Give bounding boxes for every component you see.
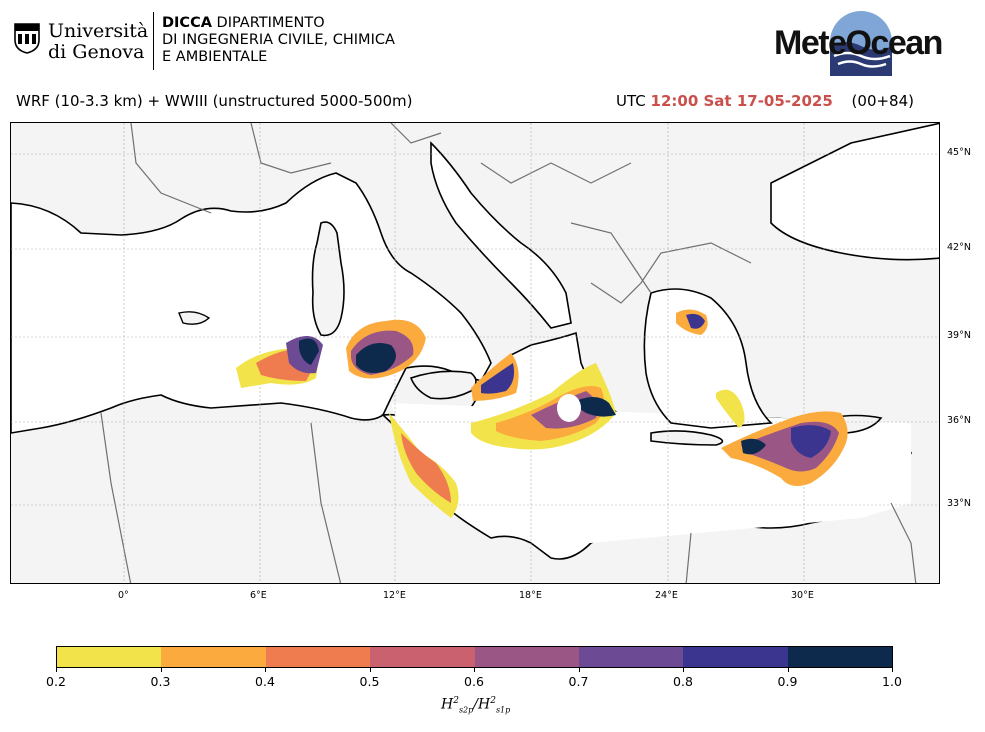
utc-prefix: UTC <box>616 92 646 110</box>
department-name: DICCA DIPARTIMENTO DI INGEGNERIA CIVILE,… <box>162 15 395 66</box>
lon-label: 12°E <box>383 590 406 601</box>
meteocean-globe-icon <box>830 11 892 76</box>
colorbar-swatch <box>474 647 579 667</box>
map-panel <box>10 122 940 584</box>
colorbar-swatch <box>683 647 788 667</box>
country-borders <box>100 123 917 583</box>
lon-label: 24°E <box>655 590 678 601</box>
colorbar-swatch <box>161 647 266 667</box>
university-name-line2: di Genova <box>48 41 145 63</box>
sea-adriatic <box>430 141 572 329</box>
lat-label: 33°N <box>947 498 971 509</box>
colorbar-tick-label: 0.7 <box>568 674 589 689</box>
lon-label: 30°E <box>791 590 814 601</box>
colorbar-tick-label: 0.5 <box>359 674 380 689</box>
island-sicily <box>409 370 477 400</box>
brand-name: MeteOcean <box>774 24 943 62</box>
colorbar <box>56 646 893 668</box>
colorbar-tick-mark <box>787 668 789 672</box>
colorbar-swatch <box>578 647 684 667</box>
colorbar-tick-mark <box>474 668 475 672</box>
mediterranean-map <box>11 123 939 583</box>
island-crete <box>650 430 724 446</box>
colorbar-tick-mark <box>369 668 371 672</box>
wave-ratio-field <box>236 309 848 518</box>
colorbar-tick-mark <box>578 668 580 672</box>
colorbar-tick-label: 0.2 <box>46 674 66 689</box>
colorbar-label: H2s2p/H2s1p <box>441 696 510 714</box>
colorbar-swatch <box>57 647 162 667</box>
colorbar-swatch <box>370 647 475 667</box>
university-name-line1: Università <box>48 20 149 42</box>
department-acronym: DICCA <box>162 15 212 31</box>
label-sep: /H <box>473 696 491 713</box>
university-crest-icon <box>14 23 40 54</box>
colorbar-tick-mark <box>892 668 893 672</box>
colorbar-tick-mark <box>56 668 57 672</box>
colorbar-tick-label: 0.9 <box>777 674 798 689</box>
lat-label: 45°N <box>947 147 971 158</box>
colorbar-tick-label: 0.6 <box>464 674 484 689</box>
graticule <box>11 123 939 583</box>
colorbar-swatch <box>265 647 371 667</box>
university-logo: Università di Genova <box>14 12 150 70</box>
colorbar-tick-label: 0.4 <box>255 674 275 689</box>
colorbar-tick-label: 1.0 <box>882 674 902 689</box>
meteocean-logo: MeteOcean <box>772 8 943 76</box>
island-corsica-sardinia <box>311 221 345 337</box>
sea-aegean <box>643 288 773 429</box>
run-offset: (00+84) <box>851 92 914 110</box>
model-description: WRF (10-3.3 km) + WWIII (unstructured 50… <box>16 92 413 110</box>
label-symbol: H <box>441 696 454 713</box>
lat-label: 42°N <box>947 242 971 253</box>
lat-label: 36°N <box>947 415 971 426</box>
forecast-time: UTC 12:00 Sat 17-05-2025 (00+84) <box>616 92 914 110</box>
label-sup: 2 <box>490 696 496 706</box>
label-sub: s2p <box>458 705 474 715</box>
lon-label: 18°E <box>519 590 542 601</box>
colorbar-swatch <box>787 647 892 667</box>
label-sup: 2 <box>453 696 459 706</box>
colorbar-tick-label: 0.8 <box>673 674 693 689</box>
department-line1: DIPARTIMENTO <box>211 15 325 31</box>
department-line3: E AMBIENTALE <box>162 49 268 65</box>
colorbar-tick-mark <box>683 668 684 672</box>
valid-time: 12:00 Sat 17-05-2025 <box>650 92 833 110</box>
sea-black <box>770 123 939 261</box>
lat-label: 39°N <box>947 330 971 341</box>
lon-label: 0° <box>118 590 129 601</box>
label-sub: s1p <box>495 705 511 715</box>
department-line2: DI INGEGNERIA CIVILE, CHIMICA <box>162 32 395 48</box>
colorbar-tick-mark <box>265 668 266 672</box>
colorbar-tick-mark <box>160 668 162 672</box>
lon-label: 6°E <box>250 590 267 601</box>
island-balearic <box>178 311 211 325</box>
logo-divider <box>153 12 154 70</box>
colorbar-tick-label: 0.3 <box>150 674 171 689</box>
